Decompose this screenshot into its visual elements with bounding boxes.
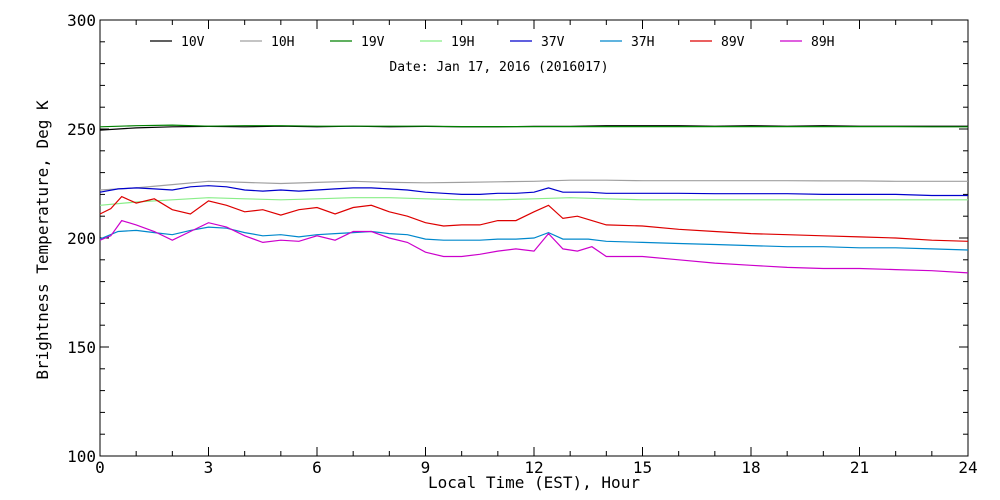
x-tick-label: 3 xyxy=(204,458,214,477)
series-lines xyxy=(99,124,969,274)
y-axis-title: Brightness Temperature, Deg K xyxy=(33,100,52,380)
x-tick-label: 15 xyxy=(633,458,652,477)
x-tick-label: 21 xyxy=(850,458,869,477)
series-line-89v xyxy=(99,195,969,242)
legend-label-89v: 89V xyxy=(721,35,745,50)
axes: 0 3 6 9 12 15 18 21 24 100 150 200 250 300 xyxy=(67,11,978,477)
y-tick-label: 250 xyxy=(67,120,96,139)
series-line-19v xyxy=(99,124,968,128)
date-annotation: Date: Jan 17, 2016 (2016017) xyxy=(389,60,608,75)
legend-label-89h: 89H xyxy=(811,35,834,50)
series-line-10h xyxy=(99,179,968,191)
y-tick-label: 100 xyxy=(67,447,96,466)
y-tick-label: 200 xyxy=(67,229,96,248)
x-tick-label: 18 xyxy=(741,458,760,477)
series-line-37h xyxy=(99,226,969,251)
x-tick-label: 0 xyxy=(95,458,105,477)
series-line-19h xyxy=(99,197,968,206)
y-tick-label: 150 xyxy=(67,338,96,357)
legend-label-19h: 19H xyxy=(451,35,474,50)
x-axis-title: Local Time (EST), Hour xyxy=(428,473,640,492)
series-line-89h xyxy=(99,219,969,274)
x-tick-label: 6 xyxy=(312,458,322,477)
x-tick-label: 12 xyxy=(524,458,543,477)
legend-label-10h: 10H xyxy=(271,35,294,50)
legend-label-37h: 37H xyxy=(631,35,654,50)
y-tick-label: 300 xyxy=(67,11,96,30)
legend-label-19v: 19V xyxy=(361,35,385,50)
legend: 10V 10H 19V 19H 37V 37H 89V 89H xyxy=(150,35,834,50)
legend-label-37v: 37V xyxy=(541,35,565,50)
legend-label-10v: 10V xyxy=(181,35,205,50)
x-tick-label: 9 xyxy=(421,458,431,477)
x-tick-label: 24 xyxy=(958,458,977,477)
series-line-37v xyxy=(99,185,968,197)
